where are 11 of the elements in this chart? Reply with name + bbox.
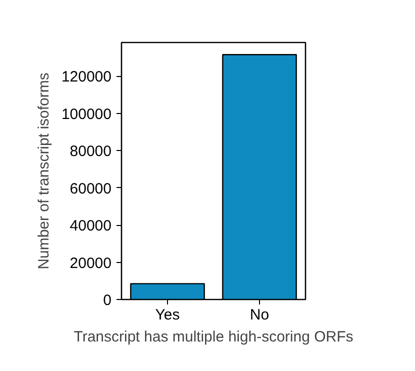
y-tick-label: 60000 <box>70 180 112 198</box>
y-tick-label: 40000 <box>70 218 112 235</box>
x-tick-label: Yes <box>155 306 180 324</box>
y-tick-label: 0 <box>103 292 112 309</box>
y-tick-label: 120000 <box>61 68 112 86</box>
y-tick-label: 80000 <box>70 143 112 160</box>
x-axis-title: Transcript has multiple high-scoring ORFs <box>74 328 354 346</box>
x-tick-label: No <box>250 306 270 324</box>
y-tick-label: 20000 <box>70 254 112 272</box>
y-axis-title: Number of transcript isoforms <box>35 72 52 270</box>
y-tick-label: 100000 <box>61 106 112 123</box>
